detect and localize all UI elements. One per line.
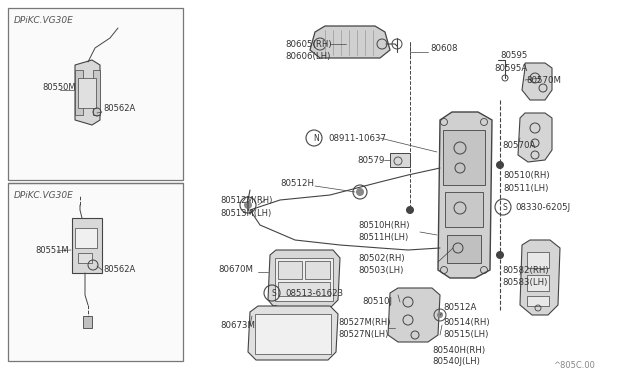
- Text: S: S: [271, 289, 276, 298]
- Text: 80582(RH): 80582(RH): [502, 266, 548, 275]
- Text: 80502(RH): 80502(RH): [358, 253, 404, 263]
- Circle shape: [406, 206, 413, 214]
- Polygon shape: [518, 113, 552, 162]
- Text: 80527N(LH): 80527N(LH): [338, 330, 388, 339]
- Text: 80540J(LH): 80540J(LH): [432, 356, 480, 366]
- Text: 80527M(RH): 80527M(RH): [338, 317, 390, 327]
- Bar: [75, 70, 83, 115]
- Bar: [8, 183, 183, 361]
- Polygon shape: [310, 26, 390, 58]
- Bar: [83, 316, 92, 328]
- Text: S: S: [502, 202, 508, 212]
- Text: 80550M: 80550M: [42, 83, 76, 92]
- Circle shape: [497, 161, 504, 169]
- Bar: [78, 253, 92, 263]
- Text: 80608: 80608: [430, 44, 458, 52]
- Text: DPiKC.VG30E: DPiKC.VG30E: [14, 16, 74, 25]
- Polygon shape: [388, 288, 440, 342]
- Text: 80670M: 80670M: [218, 266, 253, 275]
- Circle shape: [497, 251, 504, 259]
- Text: 80562A: 80562A: [103, 266, 135, 275]
- Circle shape: [438, 312, 442, 317]
- Text: 80551M: 80551M: [35, 246, 68, 254]
- Bar: [443, 130, 485, 185]
- Bar: [255, 314, 331, 354]
- Text: 80503(LH): 80503(LH): [358, 266, 403, 275]
- Bar: [72, 218, 102, 273]
- Bar: [275, 258, 333, 301]
- Bar: [305, 261, 330, 279]
- Text: 80540H(RH): 80540H(RH): [432, 346, 485, 355]
- Text: 80515(LH): 80515(LH): [443, 330, 488, 339]
- Bar: [278, 282, 330, 296]
- Bar: [527, 252, 549, 268]
- Text: 80512H: 80512H: [280, 179, 314, 187]
- Text: 80512A: 80512A: [443, 302, 476, 311]
- Text: 80510J: 80510J: [362, 298, 392, 307]
- Circle shape: [273, 308, 277, 312]
- Text: 80606(LH): 80606(LH): [285, 51, 330, 61]
- Text: 80673M: 80673M: [220, 321, 255, 330]
- Bar: [527, 296, 549, 306]
- Bar: [93, 70, 100, 115]
- Text: 80583(LH): 80583(LH): [502, 278, 547, 286]
- Polygon shape: [248, 306, 338, 360]
- Text: 80595: 80595: [500, 51, 527, 60]
- Text: 80512M(RH): 80512M(RH): [220, 196, 273, 205]
- Text: 80514(RH): 80514(RH): [443, 318, 490, 327]
- Bar: [447, 235, 481, 263]
- Text: 80513M(LH): 80513M(LH): [220, 208, 271, 218]
- Text: 80579: 80579: [357, 155, 385, 164]
- Polygon shape: [75, 60, 100, 125]
- Text: N: N: [313, 134, 319, 142]
- Text: 80605(RH): 80605(RH): [285, 39, 332, 48]
- Bar: [278, 261, 302, 279]
- Bar: [445, 192, 483, 227]
- Polygon shape: [522, 63, 552, 100]
- Text: 80510(RH): 80510(RH): [503, 170, 550, 180]
- Polygon shape: [438, 112, 492, 278]
- Bar: [527, 275, 549, 291]
- Text: 80570M: 80570M: [526, 76, 561, 84]
- Text: 08513-61623: 08513-61623: [285, 289, 343, 298]
- Polygon shape: [520, 240, 560, 315]
- Bar: [78, 78, 96, 108]
- Text: 80595A: 80595A: [494, 64, 527, 73]
- Text: DPiKC.VG30E: DPiKC.VG30E: [14, 190, 74, 199]
- Text: 80511H(LH): 80511H(LH): [358, 232, 408, 241]
- Text: 80562A: 80562A: [103, 103, 135, 112]
- Text: 80510H(RH): 80510H(RH): [358, 221, 410, 230]
- Text: 08911-10637: 08911-10637: [328, 134, 386, 142]
- Circle shape: [244, 202, 252, 208]
- Bar: [8, 8, 183, 180]
- Text: 08330-6205J: 08330-6205J: [515, 202, 570, 212]
- Text: 80511(LH): 80511(LH): [503, 183, 548, 192]
- Circle shape: [356, 189, 364, 196]
- Bar: [75, 228, 97, 248]
- Polygon shape: [268, 250, 340, 308]
- Text: 80570A: 80570A: [502, 141, 536, 150]
- Bar: [390, 153, 410, 167]
- Text: ^805C.00: ^805C.00: [553, 360, 595, 369]
